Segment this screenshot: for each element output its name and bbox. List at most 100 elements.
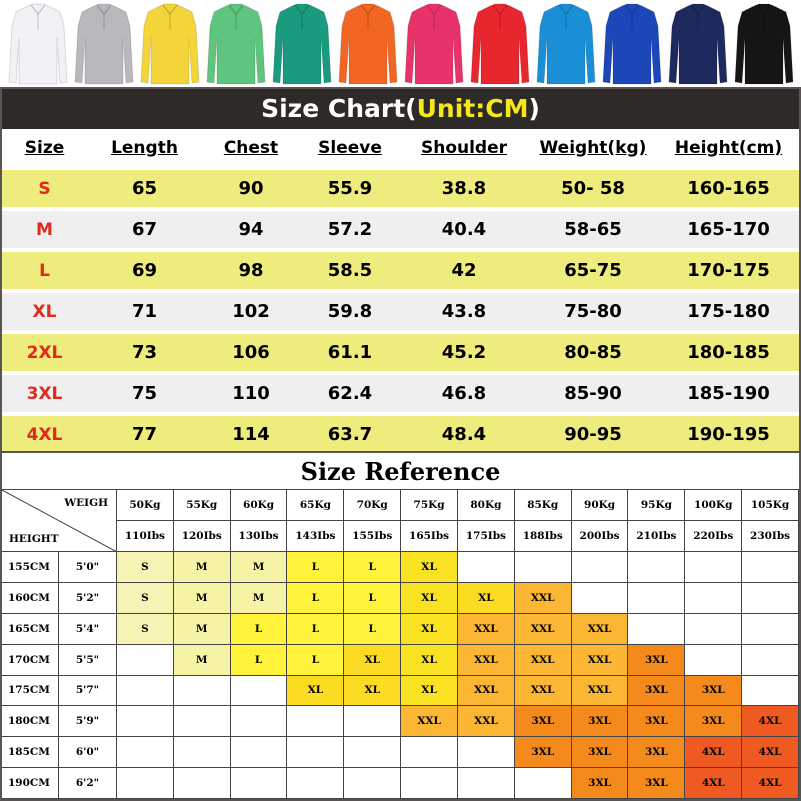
unit-text: Unit:CM <box>416 94 529 123</box>
size-cell <box>628 582 686 614</box>
size-cell: L <box>344 613 402 645</box>
size-cell: 3XL <box>628 737 686 769</box>
size-cell <box>685 582 743 614</box>
size-cell: XL <box>401 675 458 707</box>
weight-lbs-header: 210Ibs <box>628 521 686 552</box>
size-chart-row: 3XL 75 110 62.4 46.8 85-90 185-190 <box>2 375 799 412</box>
size-cell: M <box>173 644 231 676</box>
size-cell: 4XL <box>742 706 799 738</box>
size-cell: XL <box>401 582 458 614</box>
measurement-cell: 57.2 <box>327 219 373 240</box>
measurement-cell: 63.7 <box>327 424 373 445</box>
size-cell <box>628 552 686 583</box>
measurement-cell: 65 <box>131 178 158 199</box>
height-ft-label: 6'2" <box>59 768 117 799</box>
size-cell: 3XL <box>514 706 572 738</box>
height-cm-label: 190CM <box>2 768 59 799</box>
size-label: 2XL <box>26 342 63 363</box>
weight-kg-header: 105Kg <box>742 490 799 521</box>
measurement-cell: 106 <box>232 342 270 363</box>
size-cell: XXL <box>571 675 629 707</box>
shirt-icon <box>338 3 398 85</box>
size-cell: L <box>287 644 345 676</box>
measurement-cell: 61.1 <box>327 342 373 363</box>
weight-lbs-header: 220Ibs <box>685 521 743 552</box>
size-cell: 3XL <box>628 675 686 707</box>
size-cell <box>344 706 402 738</box>
size-cell <box>457 768 515 799</box>
measurement-cell: 59.8 <box>327 301 373 322</box>
shirt-icon <box>404 3 464 85</box>
measurement-cell: 90 <box>238 178 264 199</box>
size-chart-row: L 69 98 58.5 42 65-75 170-175 <box>2 252 799 289</box>
measurement-cell: 58-65 <box>564 219 622 240</box>
size-cell: 4XL <box>742 737 799 769</box>
column-header: Chest <box>223 137 279 158</box>
size-cell: XL <box>401 613 458 645</box>
weight-lbs-header: 110Ibs <box>117 521 174 552</box>
size-cell <box>344 737 402 769</box>
diagonal-line <box>2 490 117 552</box>
size-cell: M <box>173 613 231 645</box>
height-cm-label: 175CM <box>2 675 59 707</box>
size-cell: XXL <box>457 675 515 707</box>
corner-header: WEIGH HEIGHT <box>2 490 117 552</box>
size-cell <box>117 737 174 769</box>
polo-shirt <box>666 2 730 86</box>
size-cell: 4XL <box>742 768 799 799</box>
size-cell <box>571 582 629 614</box>
shirt-icon <box>8 3 68 85</box>
measurement-cell: 73 <box>131 342 158 363</box>
size-cell <box>742 675 799 707</box>
size-cell: XL <box>287 675 345 707</box>
size-chart-row: 4XL 77 114 63.7 48.4 90-95 190-195 <box>2 416 799 453</box>
measurement-cell: 75-80 <box>564 301 622 322</box>
polo-shirt <box>336 2 400 86</box>
column-header: Height(cm) <box>674 137 783 158</box>
shirt-icon <box>74 3 134 85</box>
polo-shirt <box>600 2 664 86</box>
measurement-cell: 190-195 <box>687 424 770 445</box>
size-cell <box>173 675 231 707</box>
weight-lbs-header: 200Ibs <box>571 521 629 552</box>
size-cell: 4XL <box>685 737 743 769</box>
size-label: 3XL <box>26 383 63 404</box>
size-cell: L <box>344 582 402 614</box>
size-label: L <box>39 260 50 281</box>
size-chart-header: Size Length Chest Sleeve Shoulder Weight(kg) H… <box>2 129 799 166</box>
size-cell <box>401 737 458 769</box>
shirt-icon <box>272 3 332 85</box>
size-cell <box>287 737 345 769</box>
measurement-cell: 175-180 <box>687 301 770 322</box>
measurement-cell: 98 <box>238 260 264 281</box>
size-cell <box>230 675 288 707</box>
shirt-icon <box>140 3 200 85</box>
size-cell: 3XL <box>685 675 743 707</box>
size-label: 4XL <box>26 424 63 445</box>
height-cm-label: 170CM <box>2 644 59 676</box>
size-cell <box>344 768 402 799</box>
weight-lbs-header: 120Ibs <box>173 521 231 552</box>
measurement-cell: 62.4 <box>327 383 373 404</box>
size-chart-row: S 65 90 55.9 38.8 50- 58 160-165 <box>2 170 799 207</box>
height-ft-label: 5'7" <box>59 675 117 707</box>
size-cell: 3XL <box>685 706 743 738</box>
size-cell: XXL <box>401 706 458 738</box>
measurement-cell: 67 <box>131 219 158 240</box>
title-close: ) <box>528 94 540 123</box>
size-cell <box>117 768 174 799</box>
height-ft-label: 5'2" <box>59 582 117 614</box>
shirt-color-swatches <box>6 2 796 86</box>
size-cell: XXL <box>514 613 572 645</box>
weight-lbs-header: 188Ibs <box>514 521 572 552</box>
height-ft-label: 5'0" <box>59 552 117 583</box>
size-cell <box>230 737 288 769</box>
column-header: Weight(kg) <box>539 137 647 158</box>
size-cell <box>457 737 515 769</box>
size-cell: M <box>173 582 231 614</box>
size-cell: 3XL <box>514 737 572 769</box>
weight-kg-header: 60Kg <box>230 490 288 521</box>
size-cell: XXL <box>457 706 515 738</box>
size-cell: 3XL <box>628 768 686 799</box>
column-header: Sleeve <box>318 137 382 158</box>
